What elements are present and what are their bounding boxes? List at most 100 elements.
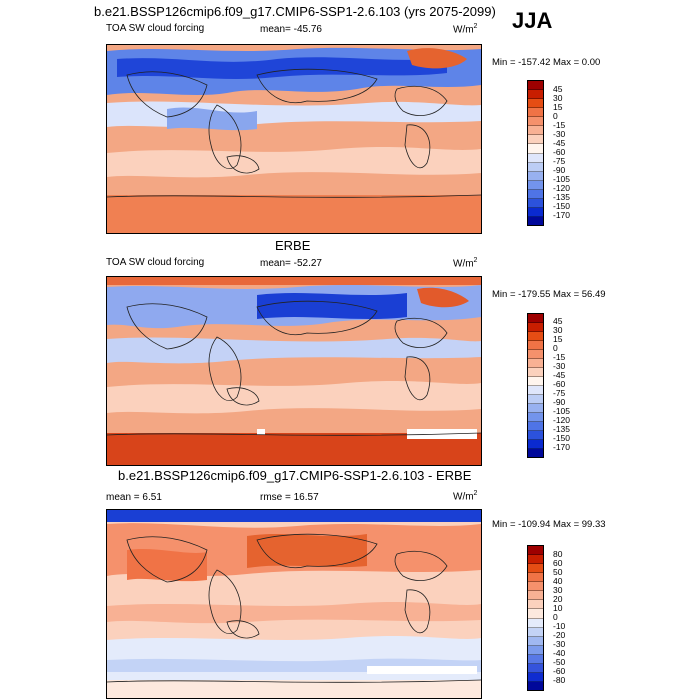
- colorbar-tick-label: -50: [553, 656, 566, 667]
- panel1-map-field: [107, 45, 481, 233]
- colorbar-tick-label: -60: [553, 146, 566, 157]
- colorbar-swatch: [528, 386, 543, 395]
- colorbar-swatch: [528, 663, 543, 673]
- colorbar-swatch: [528, 573, 543, 583]
- colorbar-swatch: [528, 672, 543, 682]
- panel1-colorbar-labels: 45 30 15 0 -15 -30 -45 -60 -75 -90 -105 -120 -135 -15…: [553, 80, 593, 224]
- colorbar-swatch: [528, 591, 543, 601]
- colorbar-swatch: [528, 546, 543, 556]
- colorbar-tick-label: -60: [553, 665, 566, 676]
- panel1-map: [106, 44, 482, 234]
- panel2-variable: TOA SW cloud forcing: [106, 257, 205, 268]
- panel2-units: W/m2: [453, 257, 478, 270]
- colorbar-tick-label: 30: [553, 325, 563, 336]
- colorbar-swatch: [528, 564, 543, 574]
- main-title: b.e21.BSSP126cmip6.f09_g17.CMIP6-SSP1-2.…: [94, 4, 496, 19]
- colorbar-tick-label: 15: [553, 101, 563, 112]
- colorbar-tick-label: -105: [553, 173, 571, 184]
- panel3-colorbar: [527, 545, 544, 691]
- colorbar-tick-label: -135: [553, 191, 571, 202]
- panel3-title: b.e21.BSSP126cmip6.f09_g17.CMIP6-SSP1-2.…: [118, 468, 472, 483]
- colorbar-tick-label: 20: [553, 593, 563, 604]
- colorbar-tick-label: -30: [553, 128, 566, 139]
- colorbar-swatch: [528, 654, 543, 664]
- colorbar-tick-label: -120: [553, 182, 571, 193]
- colorbar-swatch: [528, 440, 543, 449]
- colorbar-tick-label: -10: [553, 620, 566, 631]
- colorbar-tick-label: 0: [553, 110, 558, 121]
- colorbar-tick-label: 60: [553, 557, 563, 568]
- colorbar-swatch: [528, 180, 543, 190]
- colorbar-swatch: [528, 404, 543, 413]
- colorbar-swatch: [528, 377, 543, 386]
- panel1-units: W/m2: [453, 23, 478, 36]
- colorbar-swatch: [528, 341, 543, 350]
- colorbar-swatch: [528, 645, 543, 655]
- colorbar-tick-label: -90: [553, 164, 566, 175]
- colorbar-tick-label: -30: [553, 361, 566, 372]
- panel2-map-field: [107, 277, 481, 465]
- colorbar-tick-label: -80: [553, 674, 566, 685]
- colorbar-swatch: [528, 413, 543, 422]
- panel2-colorbar: [527, 313, 544, 458]
- colorbar-swatch: [528, 99, 543, 109]
- colorbar-tick-label: -135: [553, 423, 571, 434]
- panel2-map: [106, 276, 482, 466]
- colorbar-tick-label: -40: [553, 647, 566, 658]
- panel3-map: [106, 509, 482, 699]
- panel3-minmax: Min = -109.94 Max = 99.33: [492, 519, 606, 530]
- colorbar-tick-label: -45: [553, 137, 566, 148]
- colorbar-swatch: [528, 350, 543, 359]
- colorbar-swatch: [528, 618, 543, 628]
- colorbar-swatch: [528, 126, 543, 136]
- panel1-colorbar: [527, 80, 544, 226]
- colorbar-swatch: [528, 189, 543, 199]
- colorbar-swatch: [528, 555, 543, 565]
- panel3-rmse: rmse = 16.57: [260, 492, 319, 503]
- colorbar-swatch: [528, 162, 543, 172]
- colorbar-tick-label: -105: [553, 405, 571, 416]
- panel3-mean: mean = 6.51: [106, 492, 162, 503]
- colorbar-swatch: [528, 323, 543, 332]
- colorbar-tick-label: 10: [553, 602, 563, 613]
- colorbar-tick-label: 45: [553, 83, 563, 94]
- colorbar-swatch: [528, 117, 543, 127]
- colorbar-swatch: [528, 81, 543, 91]
- colorbar-tick-label: 15: [553, 334, 563, 345]
- colorbar-tick-label: -120: [553, 414, 571, 425]
- colorbar-tick-label: -90: [553, 396, 566, 407]
- panel3-units: W/m2: [453, 490, 478, 503]
- colorbar-swatch: [528, 108, 543, 118]
- colorbar-tick-label: 0: [553, 343, 558, 354]
- panel1-mean: mean= -45.76: [260, 24, 322, 35]
- colorbar-swatch: [528, 332, 543, 341]
- colorbar-swatch: [528, 144, 543, 154]
- panel1-variable: TOA SW cloud forcing: [106, 23, 205, 34]
- colorbar-swatch: [528, 422, 543, 431]
- colorbar-tick-label: 0: [553, 611, 558, 622]
- panel2-mean: mean= -52.27: [260, 258, 322, 269]
- colorbar-swatch: [528, 582, 543, 592]
- colorbar-swatch: [528, 636, 543, 646]
- colorbar-swatch: [528, 395, 543, 404]
- colorbar-tick-label: 45: [553, 316, 563, 327]
- colorbar-swatch: [528, 627, 543, 637]
- colorbar-tick-label: -60: [553, 379, 566, 389]
- panel3-colorbar-labels: 80 60 50 40 30 20 10 0 -10 -20 -30 -40 -50 -60 -80: [553, 545, 593, 689]
- colorbar-tick-label: 30: [553, 584, 563, 595]
- season-label: JJA: [512, 8, 553, 33]
- colorbar-tick-label: -15: [553, 352, 566, 363]
- colorbar-swatch: [528, 198, 543, 208]
- panel1-minmax: Min = -157.42 Max = 0.00: [492, 57, 601, 68]
- colorbar-tick-label: -15: [553, 119, 566, 130]
- colorbar-swatch: [528, 314, 543, 323]
- panel2-title: ERBE: [275, 238, 311, 253]
- colorbar-swatch: [528, 681, 543, 690]
- colorbar-tick-label: -45: [553, 370, 566, 381]
- colorbar-swatch: [528, 153, 543, 163]
- colorbar-swatch: [528, 359, 543, 368]
- colorbar-swatch: [528, 609, 543, 619]
- panel2-minmax: Min = -179.55 Max = 56.49: [492, 289, 606, 300]
- colorbar-swatch: [528, 600, 543, 610]
- colorbar-swatch: [528, 368, 543, 377]
